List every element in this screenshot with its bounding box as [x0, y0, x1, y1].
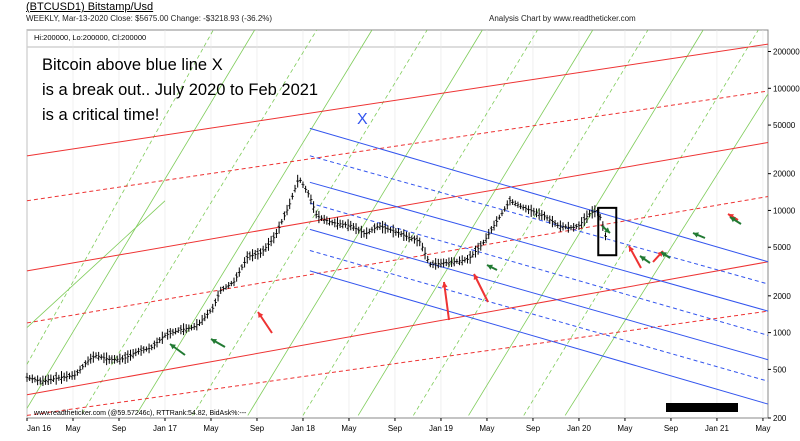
green-dashed-line — [413, 29, 649, 416]
line-x-label: X — [357, 111, 368, 128]
red-arrow-head — [441, 282, 448, 288]
green-dashed-line — [302, 29, 538, 416]
green-trend-line — [468, 29, 704, 416]
red-trend-line — [26, 90, 769, 202]
axes: 200000 100000 50000 20000 10000 5000 2000 1000 5… — [26, 48, 800, 433]
y-tick-label: 50000 — [773, 121, 796, 130]
green-arrow-head — [661, 252, 667, 258]
trend-lines — [26, 29, 769, 416]
y-tick-label: 1000 — [773, 329, 791, 338]
red-trend-line — [26, 43, 769, 157]
chart-title[interactable]: (BTCUSD1) Bitstamp/Usd — [26, 1, 154, 13]
highlight-box — [597, 206, 618, 257]
y-tick-label: 100000 — [773, 84, 800, 93]
green-dashed-line — [81, 29, 318, 414]
x-tick-label: Sep — [112, 424, 127, 433]
red-arrow-head — [473, 274, 479, 280]
green-arrow-head — [693, 232, 699, 238]
green-arrow-head — [487, 264, 493, 270]
x-tick-label: Jan 18 — [291, 424, 316, 433]
green-arrow-head — [170, 344, 176, 350]
attribution-text: Analysis Chart by www.readtheticker.com — [489, 14, 636, 23]
x-tick-label: May — [479, 424, 494, 433]
green-arrow-head — [211, 339, 217, 345]
y-tick-label: 5000 — [773, 243, 791, 252]
price-bars — [25, 174, 618, 386]
green-arrow-head — [604, 227, 610, 233]
green-trend-line — [247, 29, 483, 416]
x-tick-label: Sep — [388, 424, 403, 433]
red-arrow-head — [258, 312, 264, 318]
red-arrow — [443, 281, 450, 321]
blue-trend-line — [309, 127, 769, 263]
x-tick-label: Jan 16 — [27, 424, 52, 433]
x-tick-label: May — [203, 424, 218, 433]
red-trend-line — [26, 310, 769, 416]
x-tick-label: Jan 17 — [153, 424, 178, 433]
x-tick-label: Sep — [526, 424, 541, 433]
green-trend-line — [26, 29, 256, 409]
green-dashed-line — [26, 29, 214, 365]
x-tick-label: Sep — [250, 424, 265, 433]
y-tick-label: 200000 — [773, 48, 800, 57]
y-tick-label: 2000 — [773, 292, 791, 301]
green-dashed-line — [192, 29, 428, 416]
x-tick-label: May — [617, 424, 632, 433]
gridlines — [26, 30, 764, 418]
green-trend-line — [26, 200, 166, 328]
x-tick-label: Jan 21 — [705, 424, 730, 433]
price-summary: WEEKLY, Mar-13-2020 Close: $5675.00 Chan… — [26, 14, 273, 23]
annotation-line-3: is a critical time! — [42, 106, 159, 124]
redaction-box — [666, 403, 738, 412]
x-tick-label: Jan 19 — [429, 424, 454, 433]
green-arrow-head — [640, 256, 646, 262]
chart-footer: www.readtheticker.com (@59.57246c), RTTR… — [33, 410, 247, 417]
green-trend-line — [357, 29, 594, 416]
ohlc-readout: Hi:200000, Lo:200000, Cl:200000 — [34, 33, 146, 42]
x-tick-label: Jan 20 — [567, 424, 592, 433]
blue-trend-line — [309, 250, 769, 382]
red-trend-line — [26, 261, 769, 396]
y-tick-label: 10000 — [773, 206, 796, 215]
green-arrow-head — [730, 217, 736, 223]
annotation-line-1: Bitcoin above blue line X — [42, 56, 223, 74]
blue-trend-line — [309, 155, 769, 285]
x-tick-label: May — [65, 424, 80, 433]
y-tick-label: 500 — [773, 365, 787, 374]
blue-trend-line — [309, 202, 769, 336]
annotation-line-2: is a break out.. July 2020 to Feb 2021 — [42, 81, 318, 99]
y-tick-label: 20000 — [773, 170, 796, 179]
red-arrow-head — [628, 246, 635, 252]
y-tick-label: 200 — [773, 414, 787, 423]
x-tick-label: May — [755, 424, 770, 433]
green-dashed-line — [523, 29, 759, 416]
x-tick-label: Sep — [664, 424, 679, 433]
blue-trend-line — [309, 270, 769, 405]
red-trend-line — [26, 196, 769, 324]
blue-trend-line — [309, 181, 769, 312]
arrow-markers — [169, 213, 742, 356]
x-tick-label: May — [341, 424, 356, 433]
blue-trend-line — [309, 228, 769, 361]
